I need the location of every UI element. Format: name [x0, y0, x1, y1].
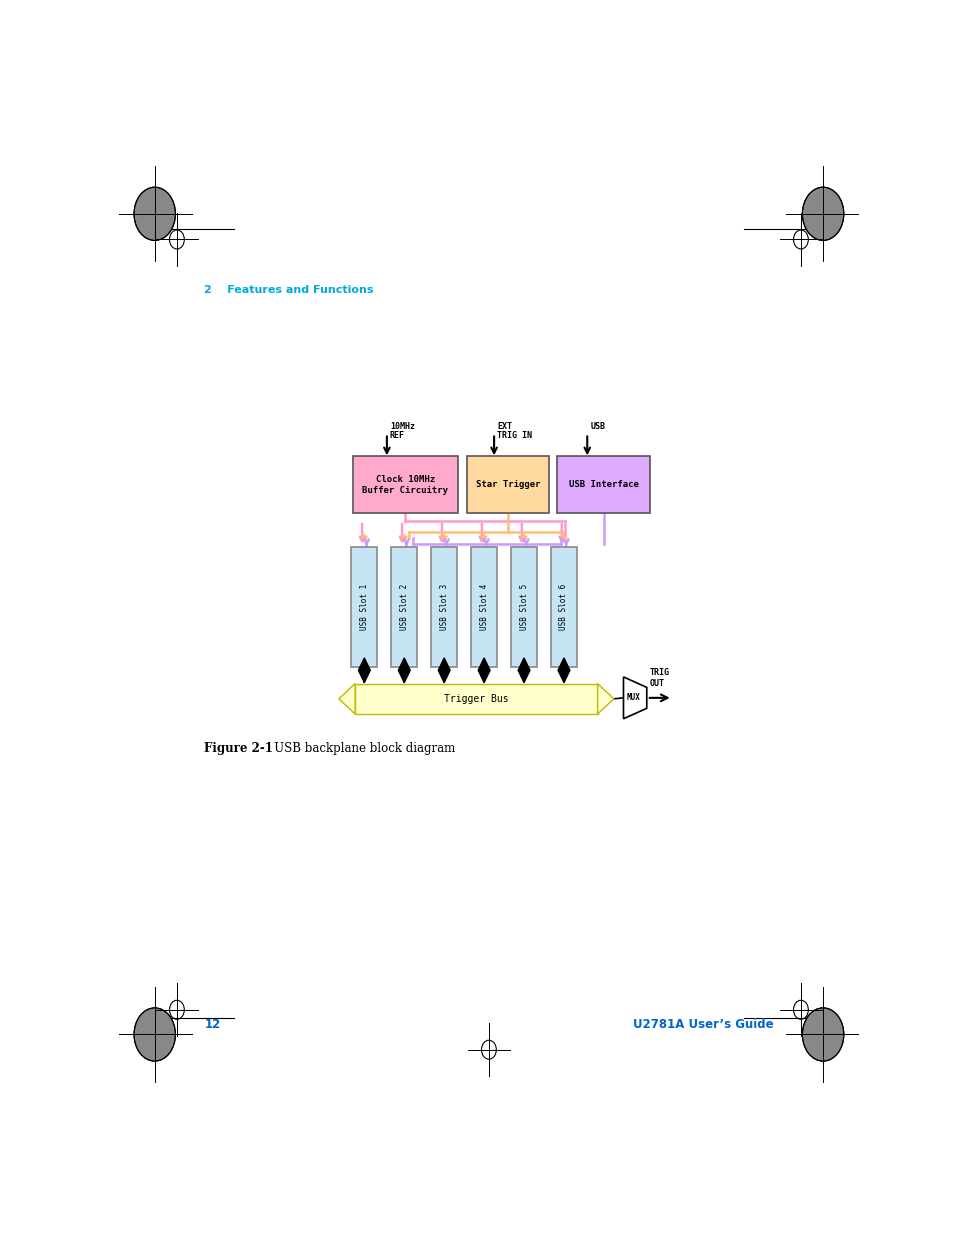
Polygon shape: [517, 658, 530, 683]
Text: USB Slot 1: USB Slot 1: [359, 584, 369, 630]
Circle shape: [801, 1008, 843, 1061]
Polygon shape: [623, 677, 646, 719]
Text: 2    Features and Functions: 2 Features and Functions: [204, 285, 374, 295]
FancyBboxPatch shape: [466, 456, 548, 514]
Text: MUX: MUX: [626, 693, 640, 703]
Polygon shape: [558, 658, 569, 683]
Polygon shape: [338, 684, 355, 714]
Text: REF: REF: [390, 431, 404, 440]
Text: TRIG IN: TRIG IN: [497, 431, 532, 440]
Text: USB Interface: USB Interface: [568, 480, 638, 489]
Text: OUT: OUT: [649, 679, 664, 688]
Text: USB: USB: [590, 421, 604, 431]
FancyBboxPatch shape: [391, 547, 416, 667]
Text: U2781A User’s Guide: U2781A User’s Guide: [632, 1019, 773, 1031]
Text: Star Trigger: Star Trigger: [475, 480, 539, 489]
Text: 12: 12: [204, 1019, 220, 1031]
FancyBboxPatch shape: [551, 547, 577, 667]
Polygon shape: [597, 684, 613, 714]
Circle shape: [133, 188, 175, 241]
Polygon shape: [358, 658, 370, 683]
Text: USB Slot 6: USB Slot 6: [558, 584, 568, 630]
Text: USB Slot 2: USB Slot 2: [399, 584, 408, 630]
Text: 10MHz: 10MHz: [390, 421, 415, 431]
Polygon shape: [437, 658, 450, 683]
Text: USB backplane block diagram: USB backplane block diagram: [263, 741, 456, 755]
Text: USB Slot 5: USB Slot 5: [519, 584, 528, 630]
FancyBboxPatch shape: [353, 456, 457, 514]
FancyBboxPatch shape: [351, 547, 376, 667]
Polygon shape: [398, 658, 410, 683]
Text: USB Slot 3: USB Slot 3: [439, 584, 448, 630]
Text: USB Slot 4: USB Slot 4: [479, 584, 488, 630]
Text: Clock 10MHz
Buffer Circuitry: Clock 10MHz Buffer Circuitry: [362, 475, 448, 494]
FancyBboxPatch shape: [511, 547, 537, 667]
FancyBboxPatch shape: [557, 456, 649, 514]
Polygon shape: [477, 658, 490, 683]
FancyBboxPatch shape: [471, 547, 497, 667]
FancyBboxPatch shape: [431, 547, 456, 667]
Text: Figure 2-1: Figure 2-1: [204, 741, 273, 755]
Text: Trigger Bus: Trigger Bus: [443, 694, 508, 704]
Text: TRIG: TRIG: [649, 668, 669, 677]
Circle shape: [133, 1008, 175, 1061]
Bar: [355, 684, 597, 714]
Circle shape: [801, 188, 843, 241]
Text: EXT: EXT: [497, 421, 512, 431]
